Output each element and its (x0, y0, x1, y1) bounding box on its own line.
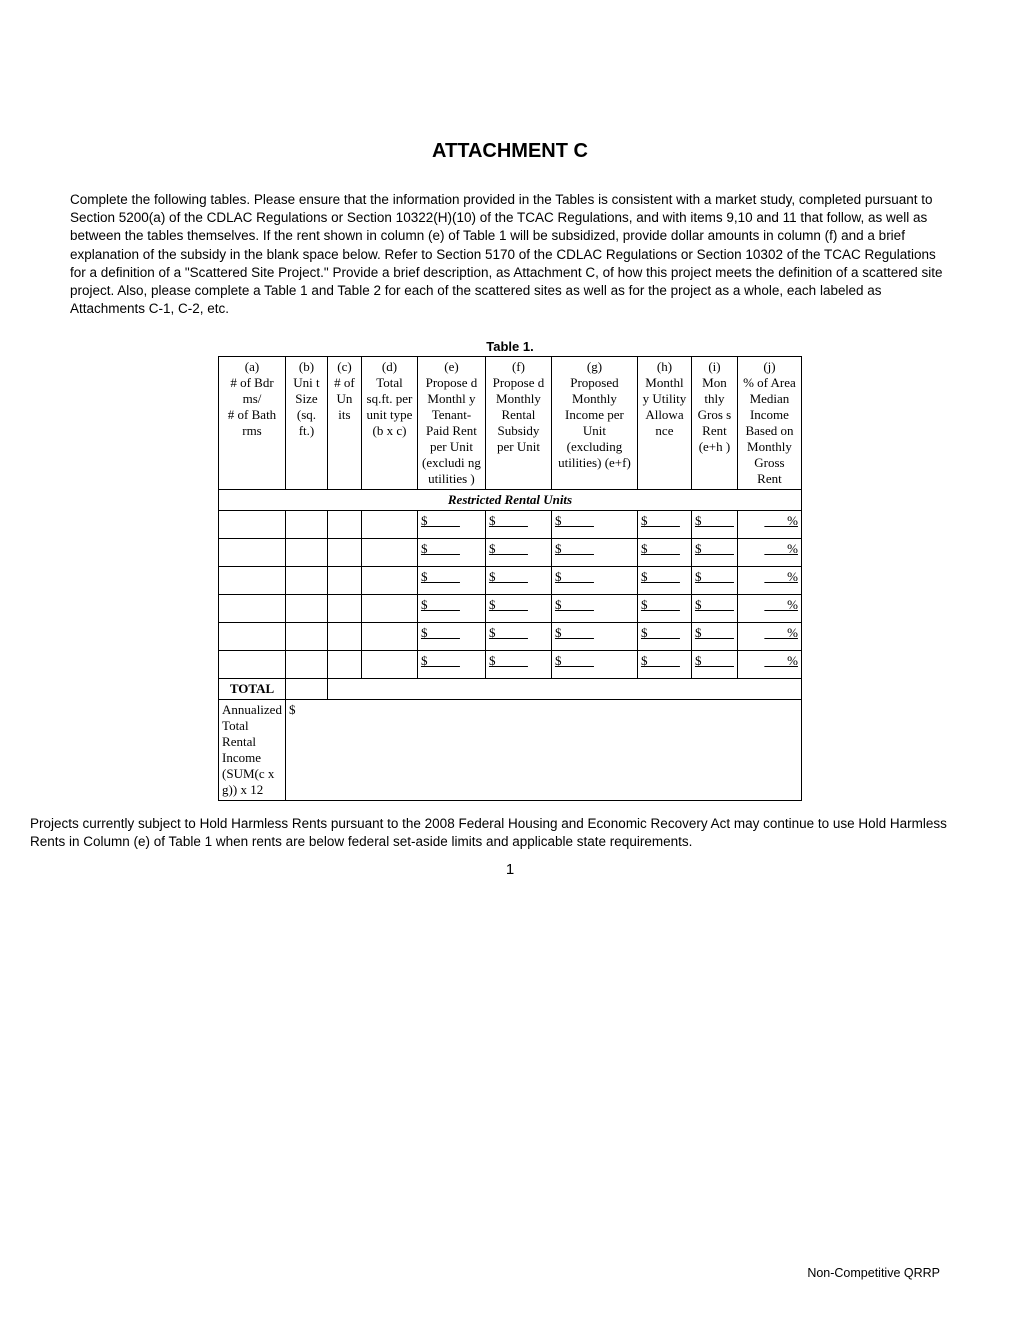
empty-cell[interactable] (361, 650, 417, 678)
section-row: Restricted Rental Units (219, 489, 802, 510)
currency-cell[interactable]: $ (691, 538, 737, 566)
currency-cell[interactable]: $ (637, 538, 691, 566)
total-value-cell[interactable] (285, 678, 327, 699)
col-c-header: (c)# of Un its (327, 356, 361, 489)
table-1: (a)# of Bdr ms/# of Bath rms (b)Uni t Si… (218, 356, 802, 801)
currency-cell[interactable]: $ (691, 510, 737, 538)
currency-cell[interactable]: $ (691, 566, 737, 594)
currency-cell[interactable]: $ (637, 622, 691, 650)
empty-cell[interactable] (219, 622, 286, 650)
col-d-header: (d)Total sq.ft. per unit type (b x c) (361, 356, 417, 489)
currency-cell[interactable]: $ (417, 622, 485, 650)
annualized-label: Annualized Total Rental Income (SUM(c x … (219, 699, 286, 800)
col-b-header: (b)Uni t Size (sq. ft.) (285, 356, 327, 489)
percent-cell[interactable]: % (737, 622, 801, 650)
table-caption: Table 1. (60, 339, 960, 354)
footer-label: Non-Competitive QRRP (807, 1266, 940, 1280)
empty-cell[interactable] (285, 594, 327, 622)
table-row: $ $ $ $ $ % (219, 566, 802, 594)
col-f-header: (f)Propose d Monthly Rental Subsidy per … (485, 356, 551, 489)
empty-cell[interactable] (219, 650, 286, 678)
empty-cell[interactable] (285, 622, 327, 650)
page-number: 1 (60, 861, 960, 878)
empty-cell[interactable] (285, 650, 327, 678)
currency-cell[interactable]: $ (637, 650, 691, 678)
empty-cell[interactable] (327, 594, 361, 622)
total-row: TOTAL (219, 678, 802, 699)
currency-cell[interactable]: $ (551, 538, 637, 566)
percent-cell[interactable]: % (737, 538, 801, 566)
intro-paragraph: Complete the following tables. Please en… (60, 191, 960, 319)
empty-cell[interactable] (327, 650, 361, 678)
percent-cell[interactable]: % (737, 594, 801, 622)
currency-cell[interactable]: $ (551, 566, 637, 594)
col-a-header: (a)# of Bdr ms/# of Bath rms (219, 356, 286, 489)
currency-cell[interactable]: $ (485, 622, 551, 650)
table-row: $ $ $ $ $ % (219, 594, 802, 622)
empty-cell[interactable] (327, 510, 361, 538)
empty-cell[interactable] (361, 538, 417, 566)
empty-cell[interactable] (219, 538, 286, 566)
empty-cell[interactable] (361, 566, 417, 594)
empty-cell[interactable] (285, 566, 327, 594)
empty-cell[interactable] (327, 622, 361, 650)
empty-cell[interactable] (219, 594, 286, 622)
currency-cell[interactable]: $ (417, 510, 485, 538)
currency-cell[interactable]: $ (637, 594, 691, 622)
empty-cell[interactable] (219, 566, 286, 594)
empty-cell[interactable] (327, 538, 361, 566)
currency-cell[interactable]: $ (551, 622, 637, 650)
percent-cell[interactable]: % (737, 510, 801, 538)
currency-cell[interactable]: $ (485, 594, 551, 622)
currency-cell[interactable]: $ (691, 594, 737, 622)
percent-cell[interactable]: % (737, 566, 801, 594)
total-span (327, 678, 801, 699)
currency-cell[interactable]: $ (417, 650, 485, 678)
col-j-header: (j)% of Area Median Income Based on Mont… (737, 356, 801, 489)
currency-cell[interactable]: $ (637, 510, 691, 538)
currency-cell[interactable]: $ (551, 594, 637, 622)
empty-cell[interactable] (219, 510, 286, 538)
table-row: $ $ $ $ $ % (219, 622, 802, 650)
currency-cell[interactable]: $ (485, 650, 551, 678)
empty-cell[interactable] (285, 510, 327, 538)
currency-cell[interactable]: $ (417, 538, 485, 566)
currency-cell[interactable]: $ (691, 622, 737, 650)
empty-cell[interactable] (361, 510, 417, 538)
empty-cell[interactable] (285, 538, 327, 566)
table-row: $ $ $ $ $ % (219, 510, 802, 538)
currency-cell[interactable]: $ (417, 594, 485, 622)
col-h-header: (h)Monthl y Utility Allowa nce (637, 356, 691, 489)
col-i-header: (i)Mon thly Gros s Rent (e+h ) (691, 356, 737, 489)
currency-cell[interactable]: $ (691, 650, 737, 678)
col-g-header: (g)Proposed Monthly Income per Unit (exc… (551, 356, 637, 489)
empty-cell[interactable] (327, 566, 361, 594)
col-e-header: (e)Propose d Monthl y Tenant-Paid Rent p… (417, 356, 485, 489)
table-row: $ $ $ $ $ % (219, 538, 802, 566)
empty-cell[interactable] (361, 594, 417, 622)
section-label: Restricted Rental Units (219, 489, 802, 510)
total-label: TOTAL (219, 678, 286, 699)
currency-cell[interactable]: $ (485, 566, 551, 594)
header-row: (a)# of Bdr ms/# of Bath rms (b)Uni t Si… (219, 356, 802, 489)
percent-cell[interactable]: % (737, 650, 801, 678)
currency-cell[interactable]: $ (485, 510, 551, 538)
currency-cell[interactable]: $ (551, 650, 637, 678)
page-title: ATTACHMENT C (60, 140, 960, 163)
empty-cell[interactable] (361, 622, 417, 650)
currency-cell[interactable]: $ (551, 510, 637, 538)
currency-cell[interactable]: $ (637, 566, 691, 594)
currency-cell[interactable]: $ (485, 538, 551, 566)
table-row: $ $ $ $ $ % (219, 650, 802, 678)
footnote-paragraph: Projects currently subject to Hold Harml… (30, 815, 990, 851)
currency-cell[interactable]: $ (417, 566, 485, 594)
annualized-amount[interactable]: $ (285, 699, 801, 800)
annualized-row: Annualized Total Rental Income (SUM(c x … (219, 699, 802, 800)
